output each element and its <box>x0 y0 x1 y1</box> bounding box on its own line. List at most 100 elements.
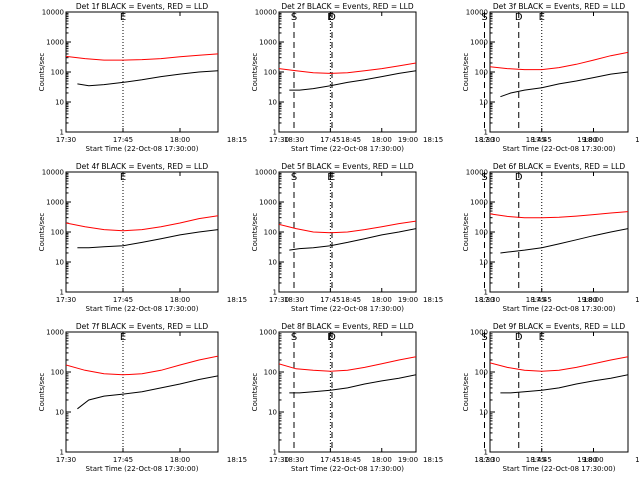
chart-panel-4: Det 4f BLACK = Events, RED = LLD 1 10 100 10… <box>38 162 418 313</box>
x-tick-label: 18:45 <box>341 456 361 464</box>
y-tick-label: 100 <box>51 229 64 237</box>
series-line-events <box>289 374 416 394</box>
x-axis-label: Start Time (22-Oct-08 17:30:00) <box>86 465 199 473</box>
y-tick-label: 100 <box>264 369 277 377</box>
y-tick-label: 10000 <box>255 169 277 177</box>
chart-panel-1: Det 1f BLACK = Events, RED = LLD 1 10 100 10… <box>38 2 418 153</box>
y-tick-label: 1000 <box>259 329 277 337</box>
chart-panel-6: Det 6f BLACK = Events, RED = LLD 1 10 100 10… <box>462 162 640 313</box>
y-tick-label: 10000 <box>42 169 64 177</box>
y-tick-label: 1 <box>60 289 64 297</box>
chart-panel-3: Det 3f BLACK = Events, RED = LLD 1 10 100 10… <box>462 2 640 153</box>
x-tick-label: 19:00 <box>398 456 418 464</box>
x-tick-label: 18:15 <box>635 136 640 144</box>
y-tick-label: 100 <box>264 229 277 237</box>
x-tick-label: 18:30 <box>284 296 304 304</box>
event-marker-label: S <box>291 12 297 23</box>
y-tick-label: 1000 <box>46 329 64 337</box>
x-tick-label: 17:30 <box>269 136 289 144</box>
x-tick-label: 17:45 <box>320 456 340 464</box>
plot-frame <box>489 11 629 133</box>
y-tick-label: 1000 <box>259 39 277 47</box>
x-tick-label: 18:30 <box>474 136 494 144</box>
event-marker-label: D <box>515 172 523 183</box>
event-marker-label: E <box>120 12 126 23</box>
y-tick-label: 1 <box>484 449 488 457</box>
x-tick-label: 18:00 <box>372 456 392 464</box>
x-tick-label: 17:45 <box>532 456 552 464</box>
chart-panel-2: Det 2f BLACK = Events, RED = LLD 1 10 100 10… <box>251 2 597 153</box>
event-marker-label: D <box>328 332 336 343</box>
y-tick-label: 100 <box>51 369 64 377</box>
y-tick-label: 10 <box>479 409 488 417</box>
x-tick-label: 18:15 <box>635 456 640 464</box>
x-tick-label: 18:45 <box>341 136 361 144</box>
y-tick-label: 1 <box>273 449 277 457</box>
series-line-events <box>289 70 416 91</box>
y-tick-label: 10 <box>479 99 488 107</box>
y-tick-label: 10 <box>479 259 488 267</box>
x-tick-label: 18:30 <box>474 296 494 304</box>
series-line-lld <box>490 211 628 219</box>
x-tick-label: 18:15 <box>423 136 443 144</box>
event-marker-label: E <box>327 172 333 183</box>
series-line-events <box>77 375 218 410</box>
event-marker-label: S <box>481 332 487 343</box>
x-axis-label: Start Time (22-Oct-08 17:30:00) <box>86 145 199 153</box>
event-marker-label: D <box>515 12 523 23</box>
series-line-events <box>77 229 218 249</box>
y-tick-label: 100 <box>475 369 488 377</box>
x-tick-label: 18:45 <box>526 136 546 144</box>
x-tick-label: 17:30 <box>56 456 76 464</box>
x-tick-label: 17:45 <box>532 296 552 304</box>
chart-title: Det 9f BLACK = Events, RED = LLD <box>493 322 626 331</box>
chart-title: Det 5f BLACK = Events, RED = LLD <box>281 162 414 171</box>
y-tick-label: 10 <box>268 99 277 107</box>
x-tick-label: 18:00 <box>170 136 190 144</box>
x-tick-label: 18:45 <box>341 296 361 304</box>
x-axis-label: Start Time (22-Oct-08 17:30:00) <box>291 145 404 153</box>
y-tick-label: 1 <box>484 129 488 137</box>
chart-panel-7: Det 7f BLACK = Events, RED = LLD 1 10 100 10… <box>38 322 418 473</box>
x-axis-label: Start Time (22-Oct-08 17:30:00) <box>291 465 404 473</box>
y-tick-label: 1 <box>60 449 64 457</box>
series-line-events <box>289 228 416 251</box>
chart-panel-9: Det 9f BLACK = Events, RED = LLD 1 10 100 10… <box>462 322 640 473</box>
plot-frame <box>489 331 629 453</box>
x-tick-label: 18:15 <box>227 296 247 304</box>
y-tick-label: 1 <box>60 129 64 137</box>
y-tick-label: 1000 <box>46 39 64 47</box>
y-axis-label: Counts/sec <box>251 213 259 252</box>
event-marker-label: E <box>539 332 545 343</box>
x-tick-label: 17:45 <box>532 136 552 144</box>
event-marker-label: D <box>328 12 336 23</box>
event-marker-label: E <box>327 12 333 23</box>
event-marker-label: E <box>539 12 545 23</box>
y-tick-label: 10000 <box>42 9 64 17</box>
x-tick-label: 18:15 <box>227 456 247 464</box>
plot-frame <box>278 331 417 453</box>
y-tick-label: 100 <box>475 229 488 237</box>
plot-frame <box>65 331 219 453</box>
x-tick-label: 18:00 <box>170 456 190 464</box>
x-tick-label: 18:15 <box>227 136 247 144</box>
y-axis-label: Counts/sec <box>251 53 259 92</box>
y-tick-label: 1 <box>273 129 277 137</box>
x-tick-label: 17:30 <box>480 296 500 304</box>
y-tick-label: 10 <box>55 259 64 267</box>
chart-title: Det 1f BLACK = Events, RED = LLD <box>76 2 209 11</box>
x-tick-label: 18:30 <box>284 136 304 144</box>
y-tick-label: 10 <box>268 409 277 417</box>
x-tick-label: 17:30 <box>480 456 500 464</box>
y-axis-label: Counts/sec <box>462 373 470 412</box>
x-axis-label: Start Time (22-Oct-08 17:30:00) <box>291 305 404 313</box>
x-tick-label: 17:45 <box>320 136 340 144</box>
y-tick-label: 10 <box>55 409 64 417</box>
series-line-lld <box>279 62 416 74</box>
chart-title: Det 8f BLACK = Events, RED = LLD <box>281 322 414 331</box>
plot-frame <box>65 171 219 293</box>
series-line-events <box>500 228 628 254</box>
x-tick-label: 17:45 <box>320 296 340 304</box>
x-tick-label: 18:00 <box>583 136 603 144</box>
y-tick-label: 10000 <box>255 9 277 17</box>
